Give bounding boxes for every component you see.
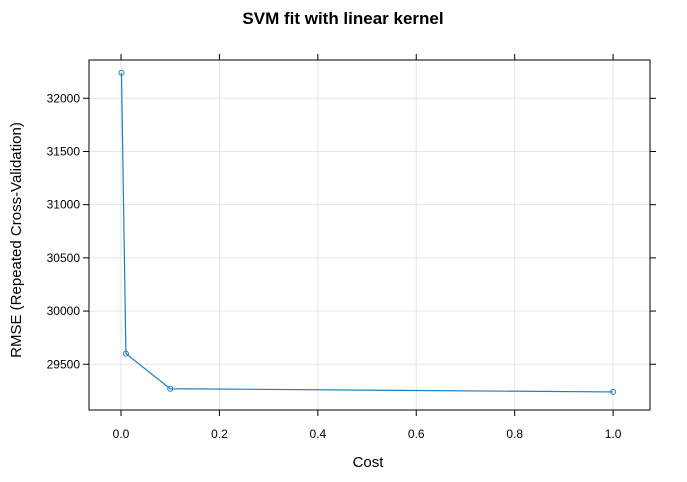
y-tick-label: 30500 <box>47 251 81 265</box>
chart-title: SVM fit with linear kernel <box>242 9 443 28</box>
x-tick-label: 0.0 <box>113 427 130 441</box>
x-tick-label: 0.4 <box>309 427 326 441</box>
x-tick-label: 0.2 <box>211 427 228 441</box>
tick-labels: 0.0 0.2 0.4 0.6 0.8 1.0 29500 30000 30500 31000 31… <box>47 91 622 441</box>
y-tick-label: 29500 <box>47 357 81 371</box>
data-point <box>610 388 617 395</box>
data-point <box>122 350 129 357</box>
data-point <box>118 69 125 76</box>
x-tick-label: 0.6 <box>408 427 425 441</box>
data-point <box>167 385 174 392</box>
y-tick-label: 31000 <box>47 198 81 212</box>
x-tick-label: 0.8 <box>506 427 523 441</box>
y-tick-label: 32000 <box>47 91 81 105</box>
series-group <box>118 69 617 395</box>
y-tick-label: 31500 <box>47 144 81 158</box>
y-tick-label: 30000 <box>47 304 81 318</box>
y-axis-label: RMSE (Repeated Cross-Validation) <box>8 122 25 358</box>
axis-ticks <box>83 54 656 416</box>
x-axis-label: Cost <box>353 454 385 471</box>
plot-frame <box>88 59 651 411</box>
grid-lines <box>89 60 650 410</box>
x-tick-label: 1.0 <box>605 427 622 441</box>
series-line <box>120 72 614 393</box>
